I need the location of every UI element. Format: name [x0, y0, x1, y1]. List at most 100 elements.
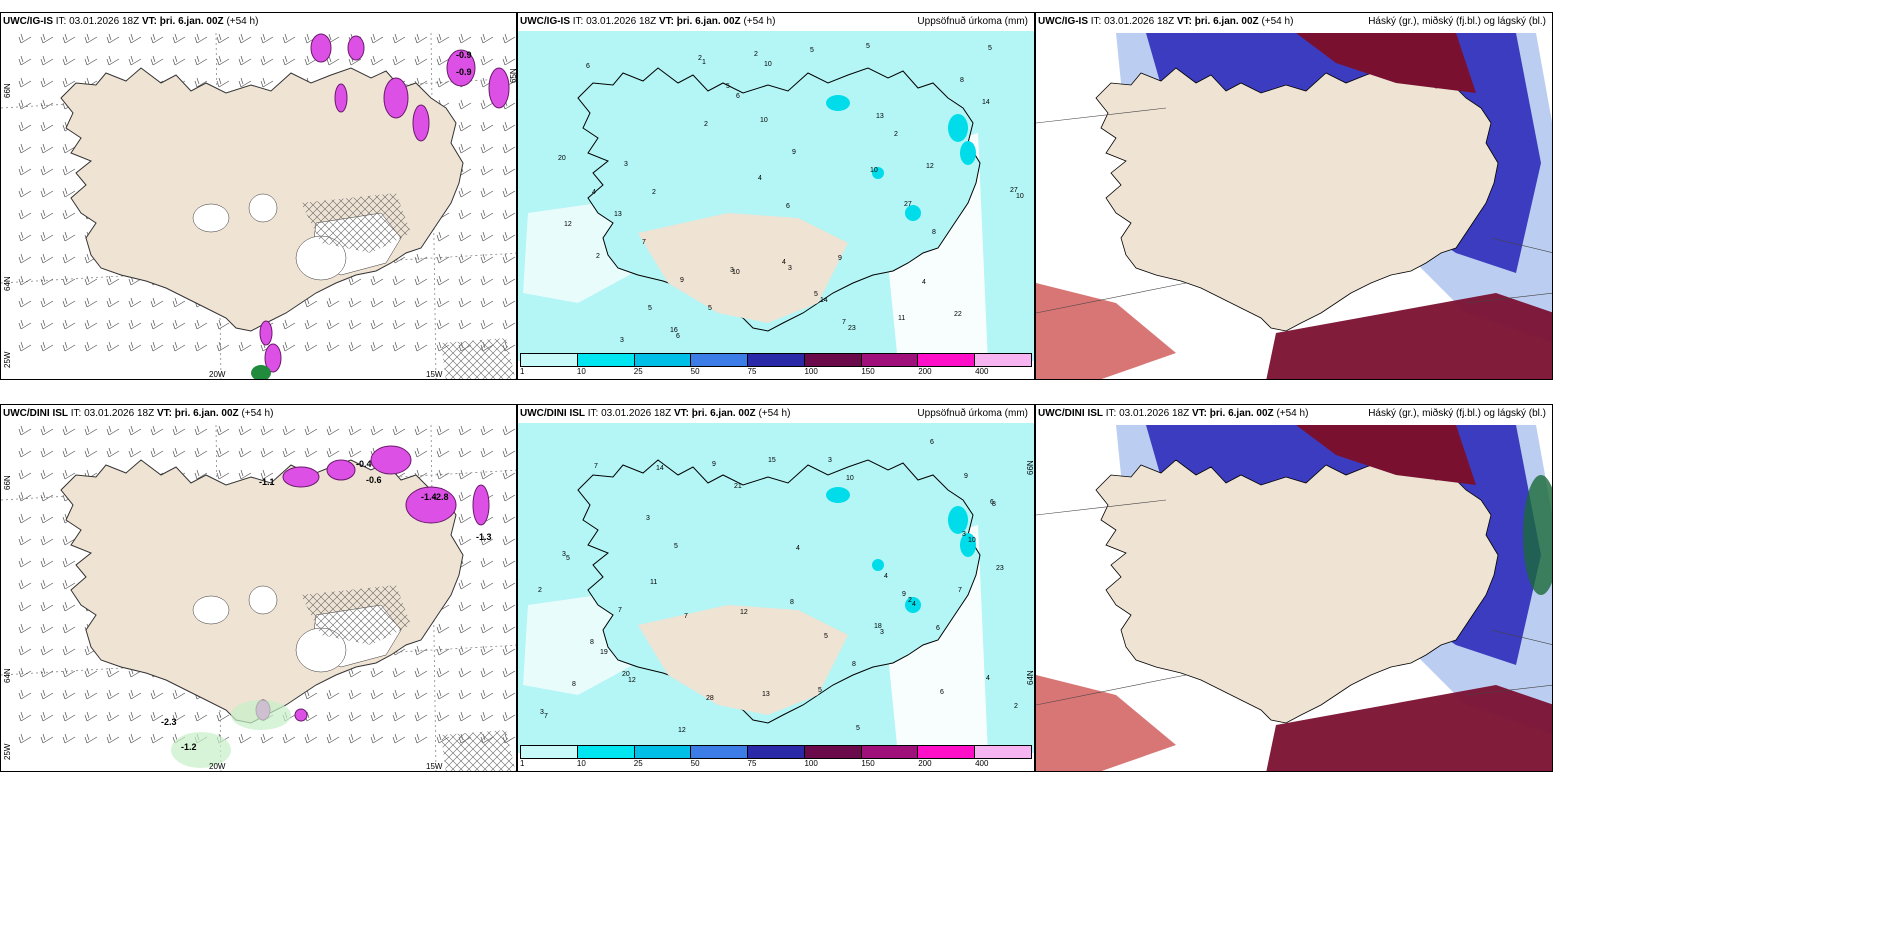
panel-wind-ig-is: -0.9 -0.9 UWC/IG-IS IT: 03.01.2026 18Z VT:… [0, 12, 517, 380]
wind-barb [502, 121, 516, 132]
rain-area [171, 732, 231, 768]
wind-barb [370, 33, 384, 44]
wind-barb [40, 253, 54, 264]
model-name: UWC/IG-IS [520, 16, 570, 27]
snowfall-area [347, 35, 365, 61]
wind-barb [18, 623, 32, 634]
wind-barb [18, 319, 32, 330]
wind-barb [150, 319, 164, 330]
wind-barb [40, 143, 54, 154]
wind-barb [40, 341, 54, 352]
wind-barb [370, 711, 384, 722]
precip-value: 12 [564, 221, 572, 228]
wind-barb [84, 341, 98, 352]
wind-barb [194, 77, 208, 88]
wind-barb [40, 623, 54, 634]
lat-label: 25W [3, 351, 12, 368]
vt-label: VT: þri. 6.jan. 00Z [156, 408, 239, 419]
dry-land [638, 213, 848, 323]
wind-barb [172, 689, 186, 700]
colorbar-swatch [748, 354, 805, 366]
lat-label: 66N [1026, 460, 1035, 475]
init-time: 03.01.2026 18Z [84, 408, 157, 419]
wind-barb [392, 297, 406, 308]
wind-barb [18, 209, 32, 220]
wind-barb [172, 341, 186, 352]
precip-value: 19 [600, 649, 608, 656]
precip-value: 7 [618, 607, 622, 614]
wind-barb [480, 231, 494, 242]
temp-label: -2.3 [161, 717, 177, 727]
colorbar-swatch [918, 746, 976, 758]
colorbar-tick-label: 200 [918, 367, 932, 376]
wind-barb [18, 491, 32, 502]
colorbar-tick-label: 400 [975, 759, 989, 768]
wind-barb [40, 557, 54, 568]
precip-value: 4 [922, 279, 926, 286]
it-label: IT: [585, 408, 602, 419]
wind-barb [304, 733, 318, 744]
wind-barb [502, 513, 516, 524]
lat-label: 65N [509, 68, 517, 83]
wind-barb [18, 689, 32, 700]
map-canvas: -1.1 -0.4 -0.6 -1.4-2.8 -1.3 -2.3 -1.2 [1, 424, 516, 771]
wind-barb [216, 425, 230, 436]
colorbar-swatch [521, 746, 578, 758]
precip-value: 4 [986, 675, 990, 682]
wind-barb [480, 165, 494, 176]
wind-barb [106, 689, 120, 700]
wind-barb [84, 33, 98, 44]
wind-barb [150, 447, 164, 458]
panel-field-title: Uppsöfnuð úrkoma (mm) [917, 16, 1028, 27]
wind-barb [62, 425, 76, 436]
precip-value: 21 [734, 483, 742, 490]
wind-barb [480, 99, 494, 110]
map-canvas [1036, 423, 1552, 771]
wind-barb [502, 275, 516, 286]
snowfall-area [259, 320, 273, 346]
precip-value: 14 [656, 465, 664, 472]
wind-barb [62, 77, 76, 88]
wind-barb [436, 623, 450, 634]
panel-title: UWC/IG-IS IT: 03.01.2026 18Z VT: þri. 6.… [1038, 16, 1293, 27]
wind-barb [458, 491, 472, 502]
it-label: IT: [570, 16, 587, 27]
wind-barb [18, 667, 32, 678]
wind-barb [502, 33, 516, 44]
wind-barb [502, 55, 516, 66]
wind-barb [260, 733, 274, 744]
wind-barb [106, 733, 120, 744]
precip-value: 3 [562, 551, 566, 558]
snowfall-area [370, 445, 412, 475]
wind-barb [502, 447, 516, 458]
wind-barb [62, 275, 76, 286]
wind-barb [458, 121, 472, 132]
wind-barb [480, 645, 494, 656]
wind-barb [348, 319, 362, 330]
precip-value: 10 [846, 475, 854, 482]
wind-barb [392, 667, 406, 678]
precip-value: 6 [736, 93, 740, 100]
high-cloud [1036, 675, 1176, 771]
precip-value: 3 [962, 531, 966, 538]
wind-barb [436, 469, 450, 480]
wind-barb [40, 425, 54, 436]
wind-barb [62, 209, 76, 220]
wind-barb [62, 55, 76, 66]
precip-value: 2 [596, 253, 600, 260]
wind-barb [282, 33, 296, 44]
wind-barb [414, 667, 428, 678]
precip-value: 8 [572, 681, 576, 688]
wind-barb [18, 469, 32, 480]
wind-barb [150, 689, 164, 700]
wind-barb [502, 645, 516, 656]
panel-cloud-ig-is: UWC/IG-IS IT: 03.01.2026 18Z VT: þri. 6.… [1035, 12, 1553, 380]
lead-time: (+54 h) [755, 408, 791, 419]
wind-barb [40, 711, 54, 722]
precip-value: 5 [814, 291, 818, 298]
wind-barb [414, 733, 428, 744]
wind-barb [62, 733, 76, 744]
wind-barb [414, 711, 428, 722]
wind-barb [260, 77, 274, 88]
wind-barb [392, 425, 406, 436]
